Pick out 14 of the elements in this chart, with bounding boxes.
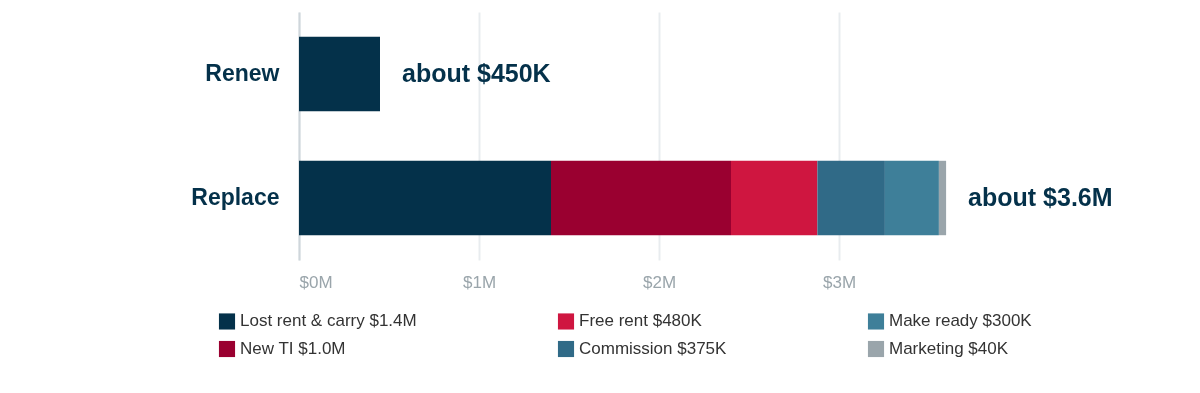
x-tick-label: $1M: [462, 272, 497, 292]
x-tick-label: $3M: [822, 272, 857, 292]
legend-label: Commission $375K: [579, 339, 728, 358]
legend-label: Marketing $40K: [889, 339, 1009, 358]
legend-label: Free rent $480K: [579, 311, 703, 331]
legend-label: Make ready $300K: [889, 311, 1033, 331]
legend-label: Lost rent & carry $1.4M: [240, 311, 417, 331]
x-tick-label: $0M: [299, 272, 333, 292]
y-tick-label: Renew: [205, 60, 280, 86]
total-label: about $3.6M: [968, 183, 1113, 211]
total-label: about $450K: [402, 59, 551, 87]
y-tick-label: Replace: [191, 184, 280, 210]
legend-label: New TI $1.0M: [240, 339, 346, 358]
x-tick-label: $2M: [642, 272, 677, 292]
